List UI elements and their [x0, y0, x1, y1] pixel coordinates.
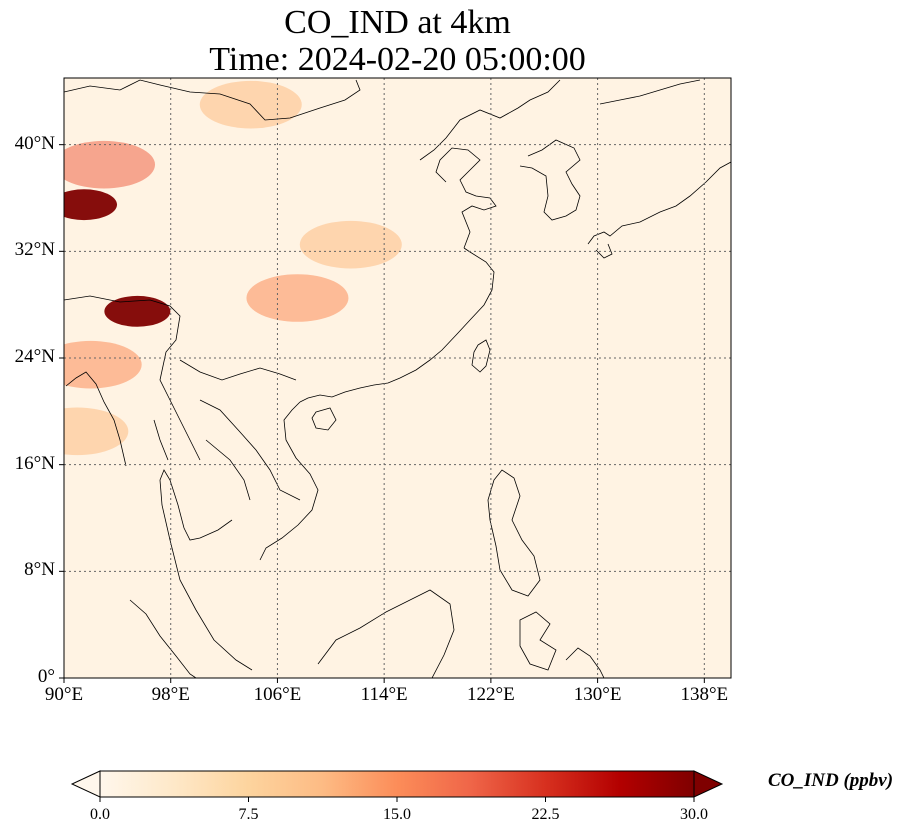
colorbar-tick-label: 30.0 — [680, 806, 708, 823]
colorbar-label: CO_IND (ppbv) — [768, 770, 894, 791]
map-background — [64, 78, 731, 678]
colorbar-tick-label: 7.5 — [238, 806, 259, 823]
concentration-hotspot-2 — [64, 140, 156, 189]
concentration-hotspot-1 — [104, 295, 171, 327]
lon-tick-label: 122°E — [467, 684, 515, 705]
lon-tick-label: 106°E — [253, 684, 302, 705]
concentration-field — [64, 80, 402, 456]
coastline — [64, 79, 731, 678]
map-frame — [63, 77, 732, 679]
concentration-hotspot-0 — [64, 189, 118, 221]
map-title-line1: CO_IND at 4km — [284, 4, 511, 41]
colorbar-tick-label: 0.0 — [90, 806, 110, 823]
lon-tick-label: 130°E — [573, 684, 622, 705]
colorbar-extend-low — [70, 770, 101, 798]
concentration-hotspot-7 — [64, 407, 129, 456]
lon-tick-label: 90°E — [44, 684, 84, 705]
lat-tick-label: 16°N — [14, 452, 55, 474]
concentration-hotspot-6 — [64, 340, 142, 389]
lat-tick-label: 24°N — [14, 346, 55, 367]
concentration-hotspot-4 — [299, 220, 402, 269]
lat-tick-label: 0° — [37, 666, 55, 687]
graticule — [64, 78, 731, 678]
lon-tick-label: 98°E — [151, 684, 190, 705]
colorbar-body — [100, 771, 694, 797]
colorbar — [70, 770, 724, 802]
map-plot-area[interactable] — [26, 78, 731, 678]
colorbar-tick-label: 22.5 — [531, 806, 560, 823]
lat-tick-label: 40°N — [14, 132, 55, 154]
lon-tick-label: 138°E — [680, 684, 729, 705]
concentration-hotspot-3 — [246, 274, 349, 322]
colorbar-tick-label: 15.0 — [383, 806, 411, 823]
lat-tick-label: 32°N — [14, 239, 55, 261]
colorbar-extend-high — [693, 770, 724, 798]
lat-tick-label: 8°N — [24, 559, 55, 581]
lon-tick-label: 114°E — [360, 684, 408, 705]
map-title-line2: Time: 2024-02-20 05:00:00 — [209, 41, 586, 78]
axis-ticks — [59, 144, 705, 683]
